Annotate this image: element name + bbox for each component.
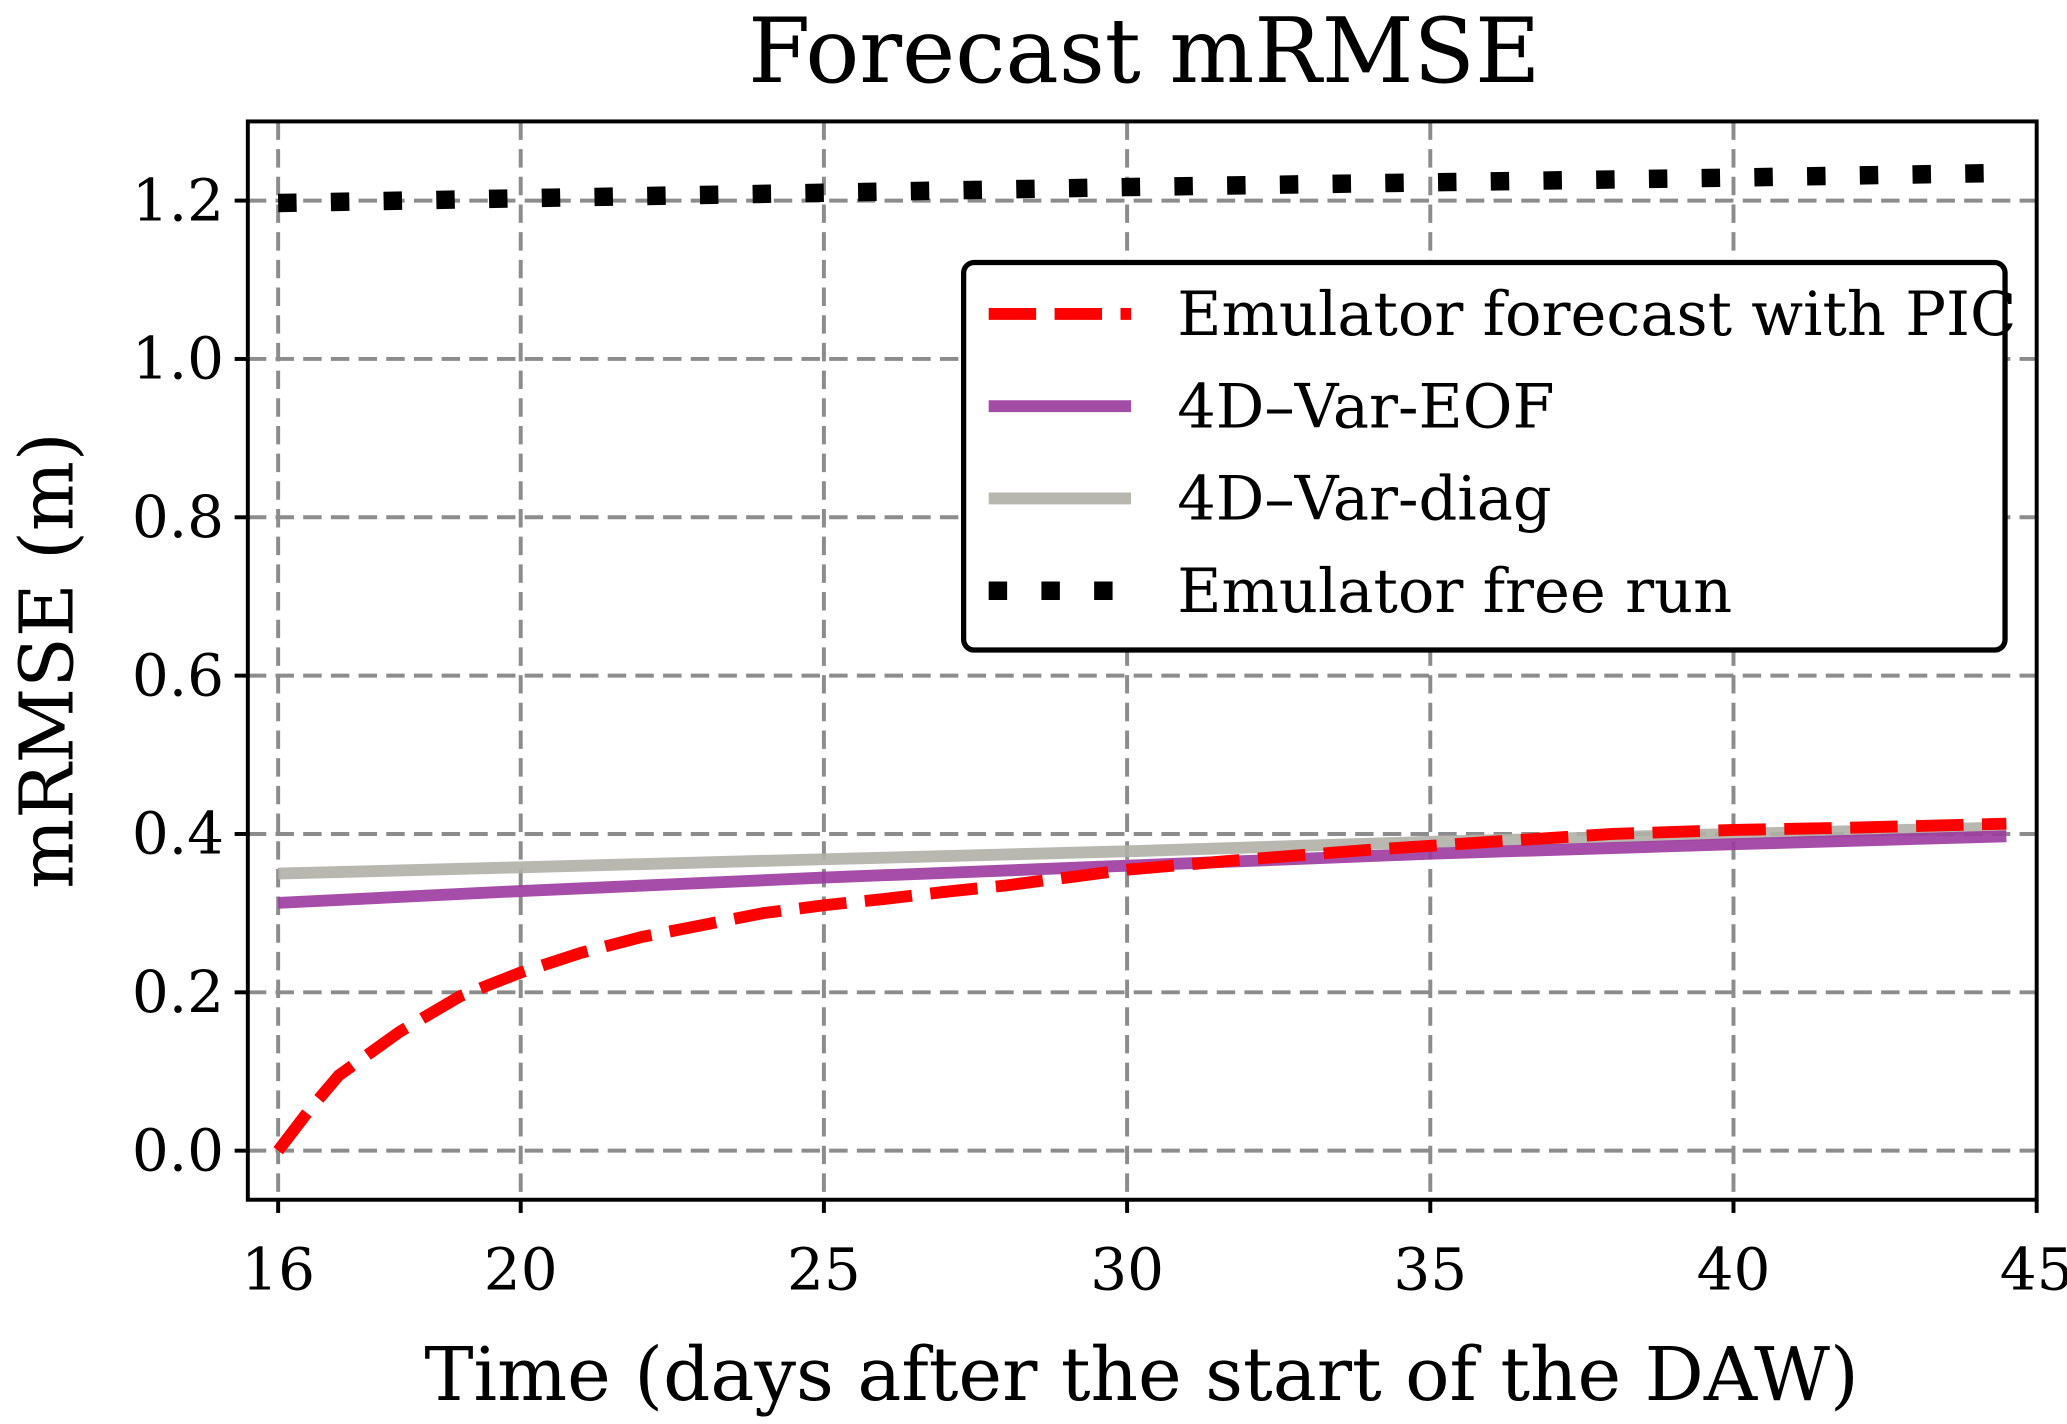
ticks: 16 20 25 30 35 40 45 0.0 0.2 0.4 0.6 0.8 1.0 1.2 [132, 166, 2067, 1303]
legend-label: 4D–Var-diag [1177, 465, 1551, 535]
x-tick-label: 16 [241, 1235, 315, 1303]
x-tick-label: 25 [787, 1235, 861, 1303]
series-line-4 [277, 163, 2007, 213]
x-tick-label: 40 [1697, 1235, 1771, 1303]
x-tick-label: 20 [484, 1235, 558, 1303]
y-tick-label: 0.0 [132, 1116, 224, 1184]
y-tick-label: 0.4 [132, 800, 224, 868]
x-tick-label: 30 [1090, 1235, 1164, 1303]
legend-label: Emulator free run [1177, 557, 1732, 627]
legend-label: Emulator forecast with PIC [1177, 280, 2016, 350]
y-tick-label: 0.2 [132, 958, 224, 1026]
series-line-1 [273, 817, 2007, 1155]
plot-frame [245, 119, 2039, 1202]
y-tick-label: 0.8 [132, 483, 224, 551]
legend: Emulator forecast with PIC 4D–Var-EOF 4D–V… [960, 259, 2016, 653]
chart-title: Forecast mRMSE [748, 0, 1540, 104]
y-axis-label: mRMSE (m) [5, 432, 91, 889]
legend-label: 4D–Var-EOF [1177, 372, 1554, 442]
x-axis-label: Time (days after the start of the DAW) [424, 1332, 1859, 1418]
y-tick-label: 0.6 [132, 641, 224, 709]
series-group [273, 163, 2007, 1155]
legend-box [960, 259, 2008, 653]
y-tick-label: 1.0 [132, 325, 224, 393]
y-tick-label: 1.2 [132, 166, 224, 234]
x-tick-label: 35 [1393, 1235, 1467, 1303]
x-tick-label: 45 [2000, 1235, 2067, 1303]
